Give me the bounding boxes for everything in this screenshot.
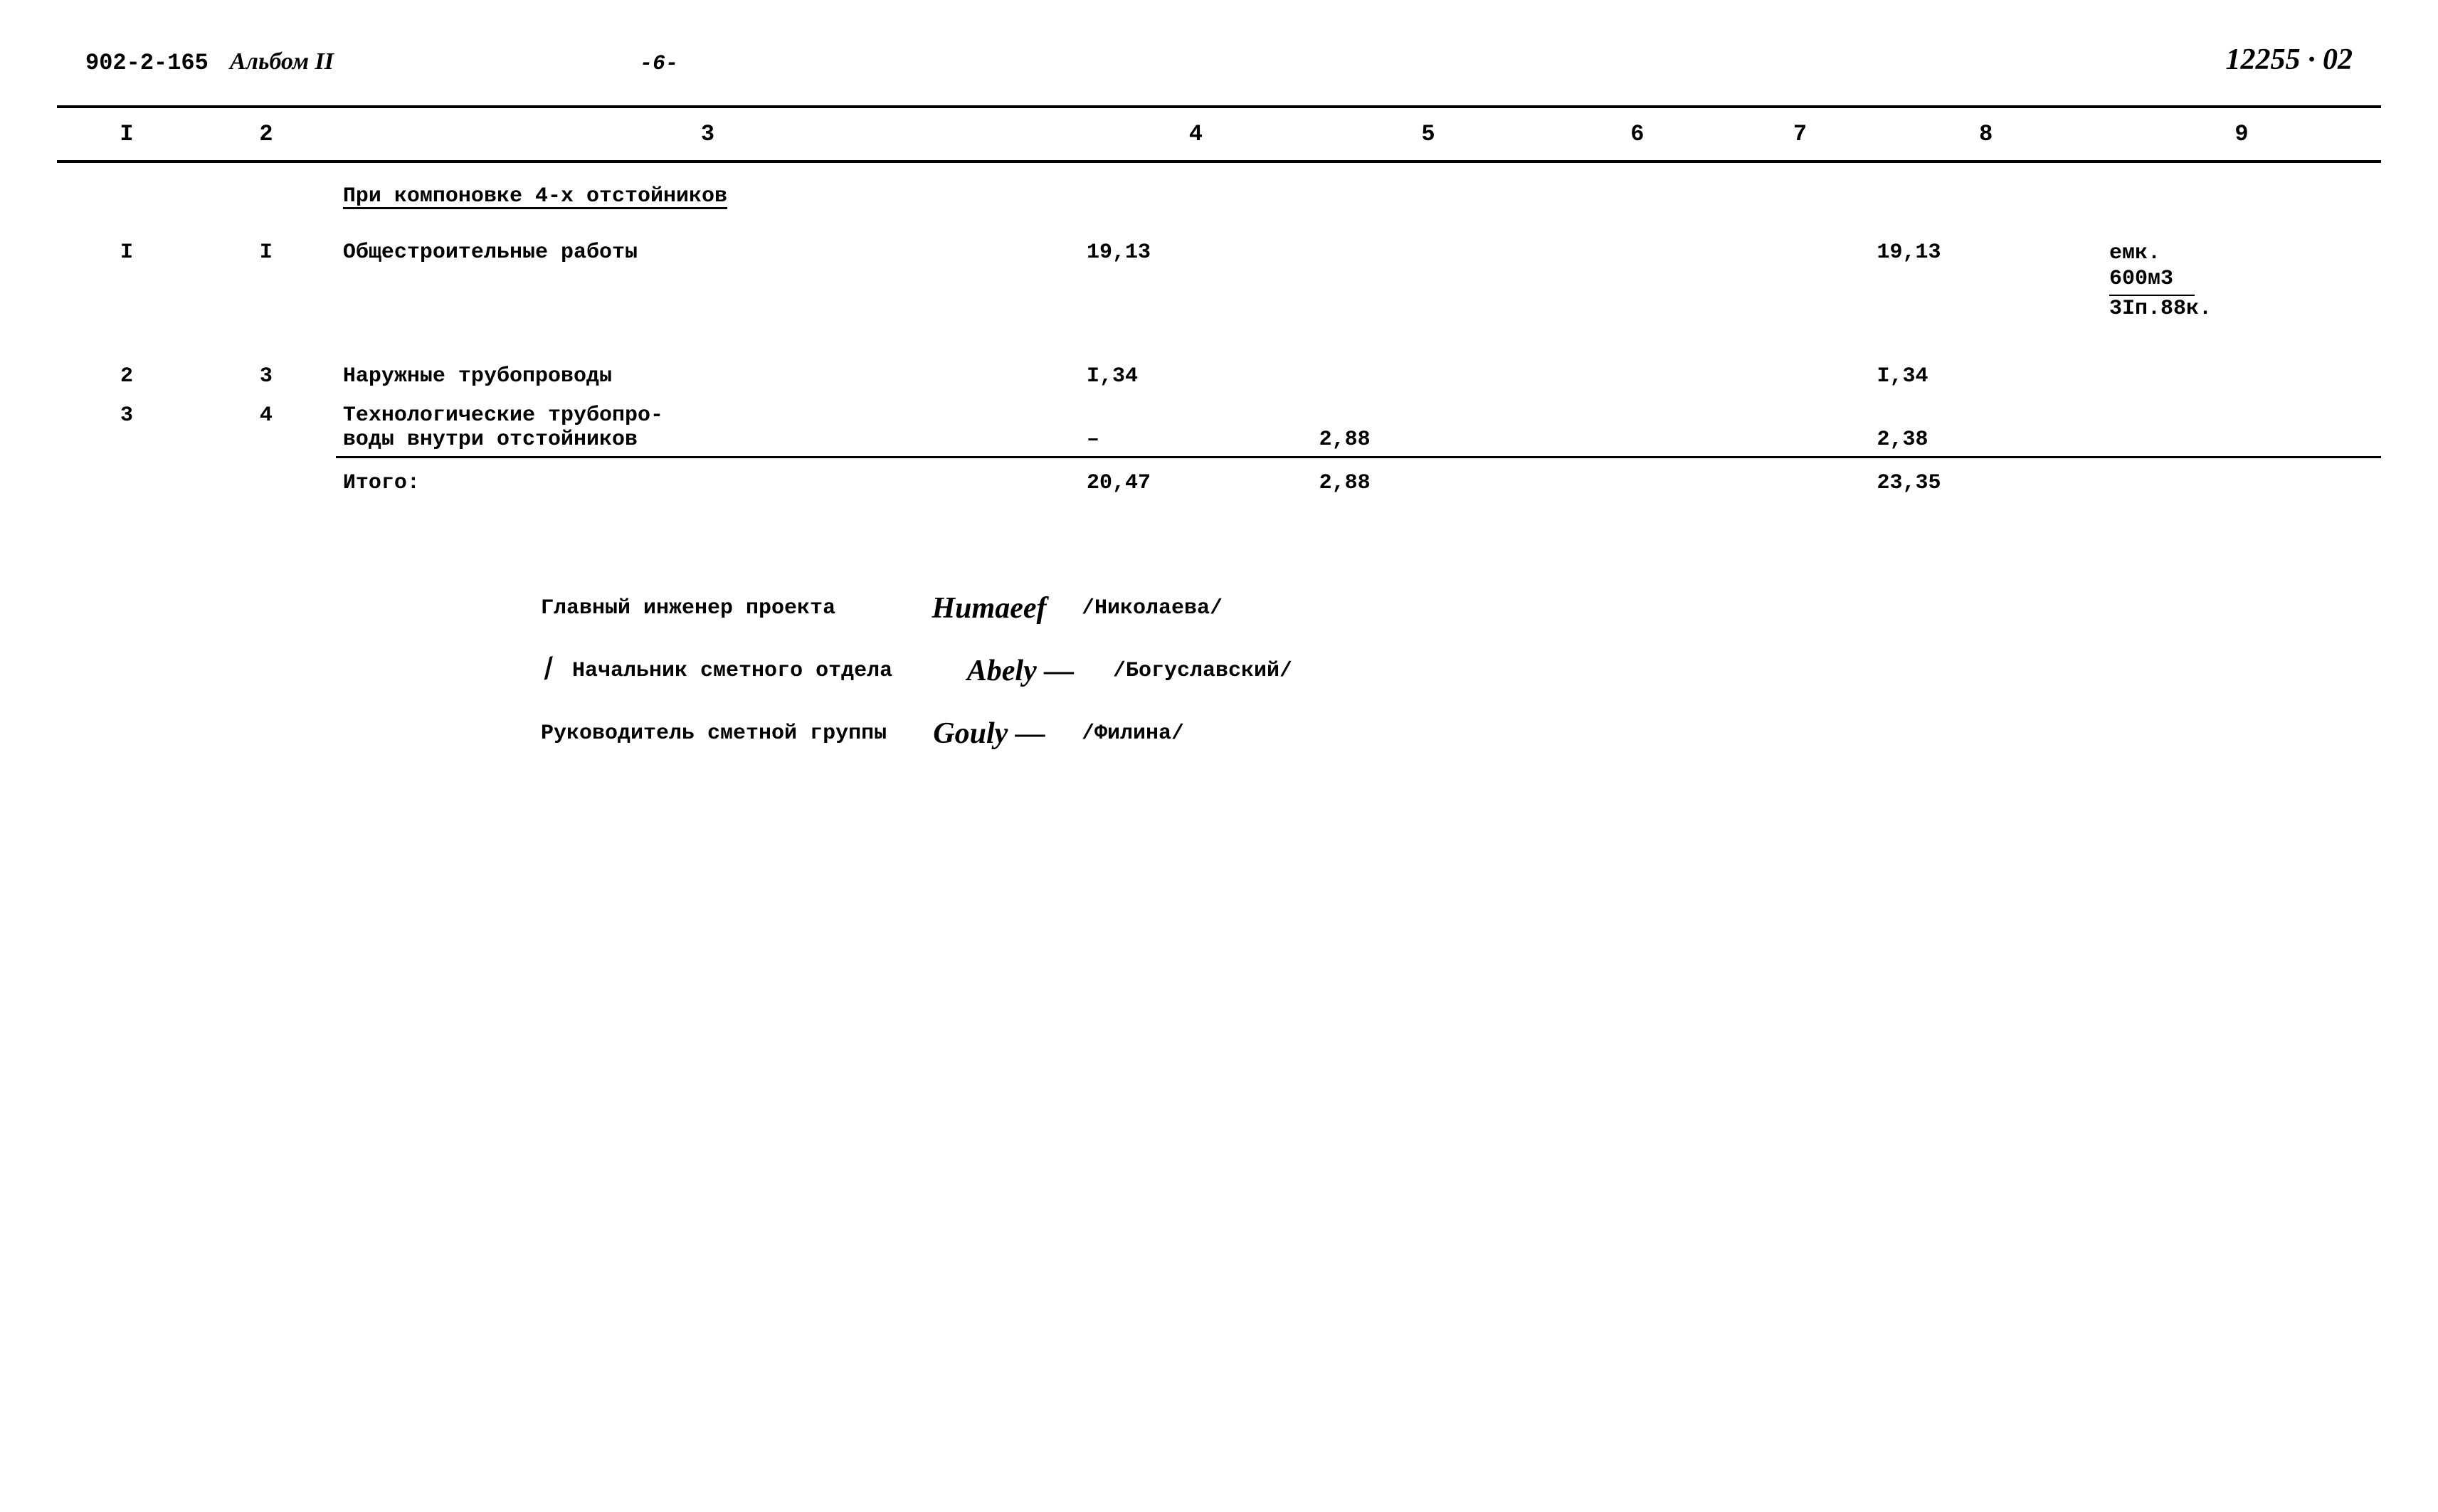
signatures-block: Главный инженер проекта Humaeef /Николае…: [541, 591, 2381, 751]
table-header-row: I 2 3 4 5 6 7 8 9: [57, 107, 2381, 162]
table-row: I I Общестроительные работы 19,13 19,13 …: [57, 230, 2381, 332]
registration-number: 12255 · 02: [2226, 43, 2353, 77]
spacer-row: [57, 332, 2381, 354]
col-header-8: 8: [1869, 107, 2102, 162]
col-header-6: 6: [1544, 107, 1730, 162]
sig-title-2: Начальник сметного отдела: [572, 659, 928, 683]
note-top: емк. 600м3: [2109, 240, 2195, 296]
note-bottom: 3Iп.88к.: [2109, 297, 2212, 321]
table-row: 3 4 Технологические трубопро- воды внутр…: [57, 399, 2381, 458]
page-marker: -6-: [640, 52, 678, 76]
row2-note: [2102, 354, 2381, 399]
row2-col7: [1730, 354, 1869, 399]
row2-col2: 3: [196, 354, 336, 399]
row2-col4: I,34: [1080, 354, 1312, 399]
signature-mark-icon: Humaeef: [918, 591, 1060, 625]
subtotal-label: Итого:: [336, 458, 1080, 507]
row3-description: Технологические трубопро- воды внутри от…: [336, 399, 1080, 458]
section-heading: При компоновке 4-х отстойников: [336, 162, 1312, 230]
section-heading-row: При компоновке 4-х отстойников: [57, 162, 2381, 230]
table-row: 2 3 Наружные трубопроводы I,34 I,34: [57, 354, 2381, 399]
col-header-5: 5: [1312, 107, 1545, 162]
row3-col1: 3: [57, 399, 196, 458]
slash-mark-icon: /: [537, 653, 562, 689]
sig-name-3: /Филина/: [1082, 721, 1184, 746]
col-header-4: 4: [1080, 107, 1312, 162]
row1-description: Общестроительные работы: [336, 230, 1080, 332]
row1-col5: [1312, 230, 1545, 332]
subtotal-col8: 23,35: [1869, 458, 2102, 507]
signature-mark-icon: Gouly —: [918, 717, 1060, 751]
subtotal-col4: 20,47: [1080, 458, 1312, 507]
row3-note: [2102, 399, 2381, 458]
row1-col4: 19,13: [1080, 230, 1312, 332]
row3-col6: [1544, 399, 1730, 458]
row3-col8: 2,38: [1869, 399, 2102, 458]
col-header-1: I: [57, 107, 196, 162]
signature-mark-icon: Abely —: [949, 654, 1092, 688]
col-header-2: 2: [196, 107, 336, 162]
sig-title-1: Главный инженер проекта: [541, 596, 897, 620]
col-header-7: 7: [1730, 107, 1869, 162]
row1-col8: 19,13: [1869, 230, 2102, 332]
row2-col8: I,34: [1869, 354, 2102, 399]
row1-col7: [1730, 230, 1869, 332]
row2-col1: 2: [57, 354, 196, 399]
row3-col4: –: [1080, 399, 1312, 458]
album-label: Альбом II: [230, 48, 334, 75]
col-header-9: 9: [2102, 107, 2381, 162]
row1-note: емк. 600м3 3Iп.88к.: [2102, 230, 2381, 332]
row1-col2: I: [196, 230, 336, 332]
doc-code: 902-2-165: [85, 50, 209, 76]
row1-col1: I: [57, 230, 196, 332]
cost-table: I 2 3 4 5 6 7 8 9 При компоновке 4-х отс…: [57, 105, 2381, 506]
subtotal-col7: [1730, 458, 1869, 507]
sig-name-1: /Николаева/: [1082, 596, 1223, 620]
document-header: 902-2-165 Альбом II -6- 12255 · 02: [57, 43, 2381, 77]
row3-col5: 2,88: [1312, 399, 1545, 458]
subtotal-col5: 2,88: [1312, 458, 1545, 507]
row3-col2: 4: [196, 399, 336, 458]
row1-col6: [1544, 230, 1730, 332]
subtotal-row: Итого: 20,47 2,88 23,35: [57, 458, 2381, 507]
signature-row: Главный инженер проекта Humaeef /Николае…: [541, 591, 2381, 625]
subtotal-col6: [1544, 458, 1730, 507]
header-left: 902-2-165 Альбом II -6-: [85, 48, 678, 76]
row2-col5: [1312, 354, 1545, 399]
signature-row: Руководитель сметной группы Gouly — /Фил…: [541, 717, 2381, 751]
signature-row: / Начальник сметного отдела Abely — /Бог…: [541, 654, 2381, 688]
sig-name-2: /Богуславский/: [1113, 659, 1292, 683]
sig-title-3: Руководитель сметной группы: [541, 721, 897, 746]
row2-description: Наружные трубопроводы: [336, 354, 1080, 399]
row2-col6: [1544, 354, 1730, 399]
col-header-3: 3: [336, 107, 1080, 162]
row3-col7: [1730, 399, 1869, 458]
